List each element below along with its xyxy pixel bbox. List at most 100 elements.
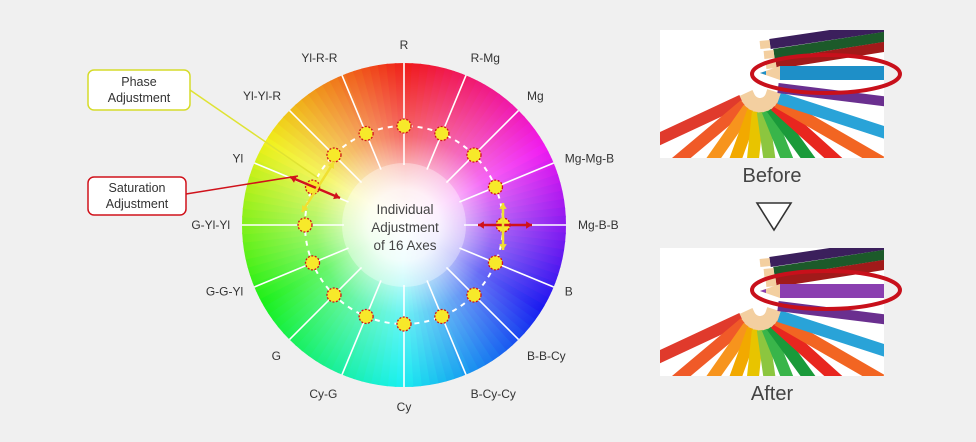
phase-box [87,69,191,111]
pencil [672,100,749,158]
control-point [466,287,482,303]
pencil [769,248,884,267]
arrow-head [302,205,309,212]
phase-arrow-left [300,161,336,213]
pencil [672,318,749,376]
axis-label: Mg-Mg-B [565,151,614,165]
axis-spoke [341,75,382,170]
saturation-box-line-2: Adjustment [106,197,169,211]
axis-spoke [341,280,382,375]
down-triangle-icon [755,202,793,232]
axis-label: R-Mg [471,51,500,65]
pencil-tip [763,268,775,277]
phase-leader-line [189,89,319,179]
highlighted-pencil-tip [760,66,780,80]
arrow-head [499,244,507,250]
pencils-illustration-after [660,248,884,376]
saturation-callout: Saturation Adjustment [87,175,299,216]
before-highlight-ellipse [750,53,902,95]
pencil [770,100,843,158]
control-point [466,147,482,163]
saturation-box [87,176,187,216]
axis-label: B-B-Cy [527,349,566,363]
pencil [766,322,816,376]
axis-spoke [459,162,554,203]
pencil-tip [759,40,771,49]
axis-label: G-Yl-Yl [191,218,230,232]
pencil [706,322,754,376]
arrow-head [333,192,340,200]
control-point [358,125,374,142]
pencil [747,329,764,376]
pencil-tip [765,60,777,69]
pencil [769,30,884,49]
pencil [777,310,884,357]
axis-label: Yl [233,151,244,165]
control-point [304,255,321,271]
pencil [774,314,884,376]
highlighted-pencil-lead [760,289,766,293]
center-label-line-2: Adjustment [371,220,439,235]
pencil [660,313,745,364]
center-label-line-3: of 16 Axes [373,238,436,253]
center-label-line-1: Individual [376,202,433,217]
axis-label: G [272,349,281,363]
axis-label: G-G-Yl [206,285,243,299]
phase-callout: Phase Adjustment [87,69,319,179]
axis-spoke [445,266,520,341]
pencil [756,110,776,158]
center-disc [342,163,466,287]
phase-box-line-1: Phase [121,75,156,89]
axis-spoke [426,75,467,170]
before-photo [660,30,902,158]
pencil [773,249,884,277]
arrow-head [478,221,484,229]
pencil [706,104,754,158]
pencil [747,111,764,158]
saturation-leader-line [185,175,299,195]
control-point [434,125,450,142]
pencils-illustration-before [660,30,884,158]
pencil [761,326,794,376]
axis-label: Mg [527,89,544,103]
pencil-tip [759,258,771,267]
after-photo [660,248,902,376]
control-point [358,308,374,325]
pencil [773,31,884,59]
pencil [777,92,884,139]
control-point [487,179,504,195]
before-caption: Before [743,165,802,187]
highlighted-pencil-lead [760,71,766,75]
arrow-head [327,162,334,169]
arrow-shaft [300,161,336,213]
control-point [326,287,342,303]
axis-spoke [459,247,554,288]
axis-spoke [288,109,363,184]
pencil-tip [764,89,781,103]
saturation-box-line-1: Saturation [109,181,166,195]
control-point [396,316,412,332]
axis-labels: R R-Mg Mg Mg-Mg-B Mg-B-B B B-B-Cy B-Cy-Cy Cy Cy-G… [191,38,618,414]
phase-arrow-right [499,203,507,250]
axis-label: Cy [397,400,412,414]
pencil [729,326,759,376]
highlighted-pencil [780,66,884,80]
control-point [396,118,412,134]
pencil [774,96,884,158]
pencil-tip [764,307,781,321]
saturation-arrow-left [289,175,341,200]
axis-label: Mg-B-B [578,218,619,232]
highlighted-pencil-tip [760,284,780,298]
phase-box-line-2: Adjustment [108,91,171,105]
color-wheel: R R-Mg Mg Mg-Mg-B Mg-B-B B B-B-Cy B-Cy-Cy Cy Cy-G… [191,38,618,414]
highlighted-pencil [780,284,884,298]
after-highlight-ellipse [750,269,902,311]
control-point [487,255,504,271]
pencil [729,108,759,158]
axis-spoke [254,247,349,288]
pencil [770,318,843,376]
pencil [660,95,745,146]
pencil [766,104,816,158]
axis-label: R [400,38,409,52]
